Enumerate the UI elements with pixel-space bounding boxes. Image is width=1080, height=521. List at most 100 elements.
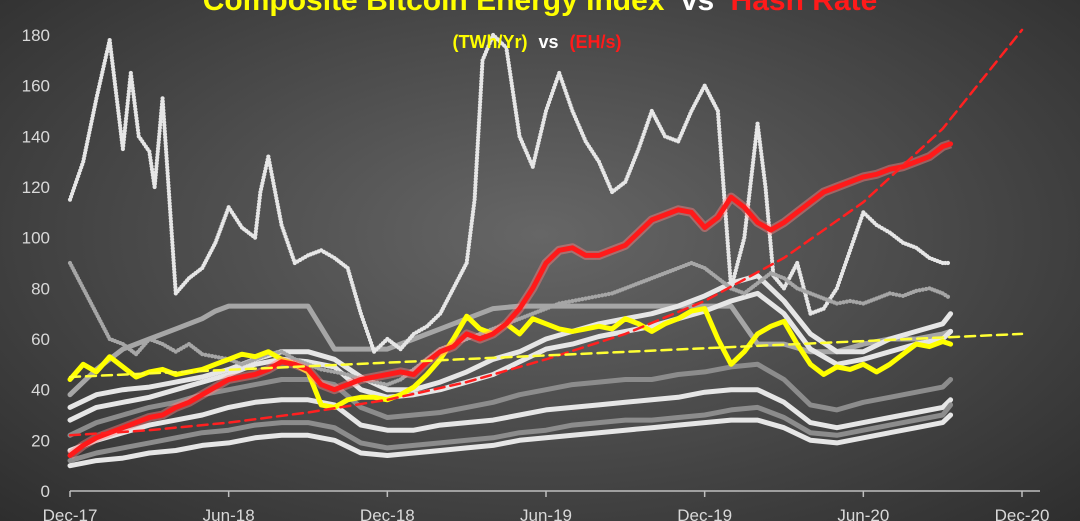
data-point	[162, 126, 167, 131]
data-point	[718, 138, 723, 144]
series-line	[67, 306, 954, 410]
y-tick-label: 80	[31, 279, 50, 298]
data-point	[338, 371, 344, 376]
data-point	[924, 286, 929, 292]
data-point	[276, 350, 281, 355]
data-point	[165, 174, 170, 179]
data-point	[478, 90, 483, 96]
data-point	[169, 231, 174, 236]
data-point	[170, 249, 176, 254]
data-point	[478, 87, 483, 93]
data-point	[163, 138, 168, 143]
data-point	[165, 177, 171, 182]
data-point	[472, 197, 477, 202]
data-point	[163, 141, 168, 146]
data-point	[479, 67, 485, 72]
data-point	[165, 171, 170, 176]
data-point	[253, 229, 258, 234]
data-point	[332, 369, 337, 375]
series-layer	[67, 28, 1024, 469]
data-point	[368, 379, 373, 384]
series-component-8	[67, 387, 954, 453]
data-point	[720, 175, 725, 180]
data-point	[254, 226, 259, 231]
data-point	[203, 352, 208, 357]
data-point	[945, 294, 951, 299]
data-point	[477, 105, 482, 110]
data-point	[721, 187, 726, 192]
data-point	[476, 132, 481, 137]
data-point	[255, 217, 260, 222]
data-point	[719, 156, 724, 162]
data-point	[172, 276, 177, 281]
data-point	[473, 182, 478, 187]
data-point	[256, 205, 261, 210]
data-point	[477, 102, 483, 107]
series-line	[67, 273, 954, 410]
series-component-11	[67, 32, 951, 354]
data-point	[162, 132, 168, 137]
data-point	[161, 111, 166, 116]
data-point	[479, 76, 484, 81]
data-point	[724, 226, 729, 231]
data-point	[124, 110, 129, 115]
data-point	[600, 293, 605, 298]
data-point	[478, 84, 484, 90]
data-point	[725, 244, 731, 249]
data-point	[475, 147, 480, 152]
y-tick-label: 180	[22, 26, 50, 45]
series-line	[67, 141, 954, 458]
data-point	[834, 301, 839, 306]
data-point	[164, 156, 169, 161]
data-point	[945, 260, 951, 266]
data-point	[162, 123, 167, 128]
data-point	[171, 261, 176, 266]
series-component-10	[67, 412, 954, 469]
series-line	[67, 387, 954, 453]
data-point	[727, 262, 732, 267]
series-component-6	[67, 290, 954, 423]
data-point	[727, 268, 732, 273]
data-point	[200, 352, 205, 357]
data-point	[854, 300, 859, 305]
data-point	[164, 162, 170, 167]
data-point	[727, 265, 732, 270]
data-point	[474, 161, 479, 167]
data-point	[720, 166, 725, 171]
data-point	[254, 223, 259, 228]
data-point	[168, 213, 173, 218]
y-tick-label: 100	[22, 229, 50, 248]
data-point	[476, 123, 481, 128]
data-point	[173, 285, 178, 290]
data-point	[206, 353, 211, 358]
data-point	[476, 135, 481, 140]
y-tick-label: 40	[31, 381, 50, 400]
data-point	[717, 135, 723, 141]
data-point	[716, 123, 722, 129]
title-hash-rate: Hash Rate	[731, 0, 878, 17]
data-point	[844, 299, 849, 304]
data-point	[173, 282, 178, 287]
data-point	[479, 81, 484, 87]
data-point	[479, 73, 484, 78]
data-point	[475, 138, 481, 143]
data-point	[172, 279, 178, 284]
data-point	[167, 198, 172, 203]
data-point	[123, 125, 128, 130]
data-point	[213, 354, 218, 359]
data-point	[474, 170, 479, 176]
data-point	[723, 211, 728, 216]
data-point	[476, 120, 482, 125]
data-point	[838, 300, 843, 305]
data-point	[216, 355, 221, 360]
data-point	[254, 220, 259, 225]
data-point	[164, 153, 169, 158]
data-point	[474, 167, 479, 173]
series-hash_trend-2	[68, 28, 1024, 437]
data-point	[161, 114, 166, 119]
data-point	[163, 144, 168, 149]
data-point	[478, 99, 483, 104]
data-point	[715, 108, 720, 114]
data-point	[171, 252, 176, 257]
data-point	[477, 114, 482, 119]
